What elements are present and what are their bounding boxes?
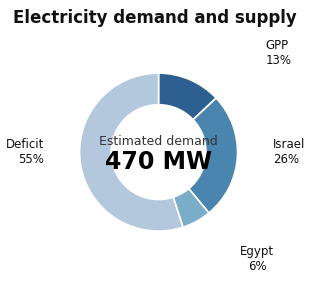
Text: Deficit
55%: Deficit 55% [6,138,44,166]
Wedge shape [189,98,238,213]
Text: GPP
13%: GPP 13% [265,39,291,67]
Wedge shape [80,73,183,231]
Text: Electricity demand and supply: Electricity demand and supply [13,9,297,27]
Text: 470 MW: 470 MW [105,150,212,174]
Text: Estimated demand: Estimated demand [99,135,218,148]
Text: Israel
26%: Israel 26% [273,138,306,166]
Text: Egypt
6%: Egypt 6% [240,245,274,273]
Wedge shape [159,73,216,120]
Wedge shape [173,189,209,227]
